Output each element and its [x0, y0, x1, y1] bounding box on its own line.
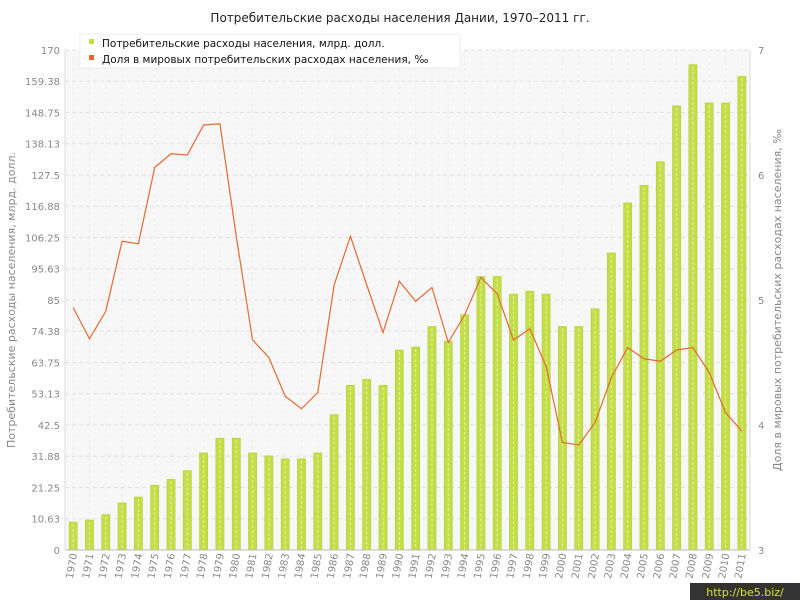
x-tick-label: 1991	[407, 553, 422, 580]
x-tick-label: 1997	[505, 553, 520, 580]
x-tick-label: 1990	[391, 553, 406, 580]
x-tick-label: 2005	[636, 553, 651, 580]
y-tick-label: 138.13	[25, 140, 60, 151]
y2-tick-label: 3	[758, 546, 764, 557]
x-tick-label: 1987	[342, 553, 357, 580]
x-tick-label: 2008	[685, 553, 700, 580]
x-tick-label: 1981	[244, 553, 259, 580]
legend-box	[79, 33, 461, 69]
legend-swatch-share	[89, 55, 94, 60]
chart-title: Потребительские расходы населения Дании,…	[210, 11, 589, 25]
x-tick-label: 1995	[473, 553, 488, 580]
x-tick-label: 1974	[130, 553, 145, 580]
line-series	[72, 123, 743, 446]
y2-tick-label: 5	[758, 296, 764, 307]
y-tick-label: 95.63	[31, 265, 60, 276]
y2-tick-label: 6	[758, 171, 764, 182]
x-tick-label: 1986	[326, 553, 341, 580]
y-tick-label: 170	[41, 46, 60, 57]
x-tick-label: 2010	[717, 553, 732, 580]
y-tick-label: 63.75	[31, 359, 60, 370]
x-tick-label: 1999	[538, 553, 553, 580]
x-tick-label: 2003	[603, 553, 618, 580]
right-axis-ticks: 3 4 5 6 7	[758, 46, 764, 557]
y-tick-label: 21.25	[31, 484, 60, 495]
y2-axis-title: Доля в мировых потребительских расходах …	[771, 129, 784, 471]
x-tick-label: 1994	[456, 553, 471, 580]
x-tick-label: 1996	[489, 553, 504, 580]
watermark-link[interactable]: http://be5.biz/	[706, 586, 784, 599]
x-tick-label: 1998	[522, 553, 537, 580]
legend-label-share: Доля в мировых потребительских расходах …	[102, 54, 428, 66]
y2-tick-label: 4	[758, 421, 764, 432]
y-tick-label: 148.75	[25, 109, 60, 120]
y-tick-label: 159.38	[25, 77, 60, 88]
x-tick-label: 1978	[195, 553, 210, 580]
x-tick-label: 1983	[277, 553, 292, 580]
x-tick-label: 1971	[81, 553, 96, 580]
x-axis-ticks: 1970 1971 1972 1973 1974 1975 1976 1977 1978 1979…	[65, 553, 749, 580]
y2-tick-label: 7	[758, 46, 764, 57]
y-tick-label: 0	[54, 546, 60, 557]
x-tick-label: 1977	[179, 553, 194, 580]
x-tick-label: 2001	[570, 553, 585, 580]
x-tick-label: 1975	[146, 553, 161, 580]
x-tick-label: 2007	[668, 553, 683, 580]
x-tick-label: 2004	[619, 553, 634, 580]
legend-swatch-consumption	[89, 39, 94, 44]
x-tick-label: 1988	[358, 553, 373, 580]
x-tick-label: 1982	[261, 553, 276, 580]
axes	[64, 50, 751, 551]
x-tick-label: 1973	[114, 553, 129, 580]
legend: Потребительские расходы населения, млрд.…	[79, 33, 461, 69]
x-tick-label: 2009	[701, 553, 716, 580]
y-tick-label: 31.88	[31, 452, 60, 463]
y-tick-label: 74.38	[31, 327, 60, 338]
x-tick-label: 2011	[734, 553, 749, 580]
share-line	[72, 123, 743, 446]
legend-label-consumption: Потребительские расходы населения, млрд.…	[102, 38, 385, 50]
x-tick-label: 1984	[293, 553, 308, 580]
x-tick-label: 2000	[554, 553, 569, 580]
x-tick-label: 2006	[652, 553, 667, 580]
x-tick-label: 1980	[228, 553, 243, 580]
x-tick-label: 1993	[440, 553, 455, 580]
x-tick-label: 1989	[375, 553, 390, 580]
y-tick-label: 116.88	[25, 202, 60, 213]
x-tick-label: 1976	[163, 553, 178, 580]
x-tick-label: 1972	[97, 553, 112, 580]
y-tick-label: 85	[47, 296, 60, 307]
x-tick-label: 1985	[309, 553, 324, 580]
y-tick-label: 106.25	[25, 234, 60, 245]
watermark[interactable]: http://be5.biz/	[690, 583, 800, 600]
y-axis-title: Потребительские расходы населения, млрд.…	[5, 152, 18, 448]
y-tick-label: 42.5	[38, 421, 60, 432]
bar-series	[68, 64, 747, 551]
y-tick-label: 53.13	[31, 390, 60, 401]
y-tick-label: 127.5	[31, 171, 60, 182]
x-tick-label: 1970	[65, 553, 80, 580]
left-axis-ticks: 0 10.63 21.25 31.88 42.5 53.13 63.75 74.38 85 95.…	[25, 46, 60, 557]
x-tick-label: 1979	[212, 553, 227, 580]
x-tick-label: 1992	[424, 553, 439, 580]
bar	[590, 308, 600, 551]
x-tick-label: 2002	[587, 553, 602, 580]
y-tick-label: 10.63	[31, 515, 60, 526]
